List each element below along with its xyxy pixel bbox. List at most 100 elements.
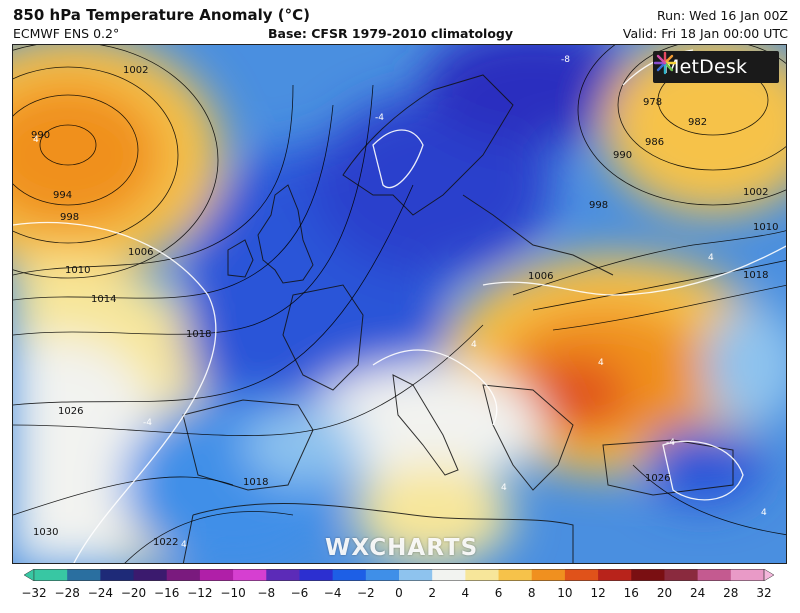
anomaly-map[interactable]: 1002 990 994 998 1006 1010 1014 1018 102… [12,44,787,564]
colorbar-tick-label: 16 [623,586,639,600]
contour-label: -8 [561,55,570,65]
colorbar-tick-label: 32 [756,586,772,600]
isobar-label: 1018 [743,270,768,281]
colorbar-tick-label: −10 [220,586,246,600]
contour-label: 4 [708,253,714,263]
colorbar-tick-label: 28 [723,586,739,600]
isobar-label: 1026 [645,473,670,484]
colorbar-tick-label: −12 [187,586,213,600]
colorbar-segment [564,569,599,581]
colorbar-min-arrow [24,569,35,581]
colorbar-bar [24,569,774,581]
colorbar-tick-label: −20 [120,586,147,600]
isobar-label: 1002 [743,187,768,198]
colorbar-segment [199,569,234,581]
colorbar-frame [33,569,765,581]
colorbar-segment [399,569,433,581]
colorbar-tick-label: −24 [87,586,114,600]
contour-label: 4 [33,135,39,145]
isobars [13,45,786,563]
colorbar-tick-label: 12 [590,586,606,600]
isobar-label: 990 [613,150,632,161]
contour-label: -4 [666,438,675,448]
coastlines [182,74,734,563]
isobar-label: 978 [643,97,662,108]
colorbar-segment [100,569,135,581]
isobar-label: 1014 [91,294,116,305]
contour-label: 4 [471,340,477,350]
isobar-label: 1022 [153,537,178,548]
colorbar-segment [299,569,334,581]
colorbar-tick-label: 2 [428,586,436,600]
colorbar-tick-label: 6 [494,586,503,600]
base-climatology-label: Base: CFSR 1979-2010 climatology [268,26,514,41]
colorbar-segment [697,569,732,581]
anomaly-field [13,45,786,563]
colorbar-tick-label: 24 [689,586,706,600]
isobar-label: 998 [589,200,608,211]
colorbar-tick-label: −8 [257,586,276,600]
contour-label: -4 [143,418,152,428]
colorbar: −32 −28 −24 −20 −16 −12 −10 −8 −6 −4 −2 0 2 4 6 8 10 12 16… [21,569,774,609]
isobar-label: 998 [60,212,79,223]
valid-time-label: Valid: Fri 18 Jan 00:00 UTC [622,26,788,41]
isobar-labels: 1002 990 994 998 1006 1010 1014 1018 102… [31,65,778,548]
anomaly-contour-labels: -8 -4 4 -4 4 4 4 -4 4 4 4 [33,55,767,550]
colorbar-tick-label: −28 [54,586,80,600]
metdesk-star-icon [653,51,677,75]
colorbar-segment [233,569,267,581]
colorbar-tick-label: 20 [656,586,673,600]
isobar-label: 1030 [33,527,58,538]
contour-label: 4 [501,483,507,493]
contour-label: 4 [181,540,187,550]
isobar-label: 1006 [128,247,153,258]
wxcharts-watermark: WXCHARTS [325,535,479,561]
isobar-label: 1018 [186,329,211,340]
colorbar-segment [365,569,400,581]
colorbar-segment [266,569,300,581]
colorbar-segment [67,569,101,581]
isobar-label: 982 [688,117,707,128]
metdesk-logo-text: MetDesk [663,56,748,78]
colorbar-tick-label: 10 [557,586,573,600]
colorbar-tick-label: −16 [154,586,180,600]
colorbar-segment [166,569,201,581]
colorbar-tick-label: −2 [356,586,375,600]
colorbar-segment [34,569,68,581]
isobar-label: 990 [31,130,50,141]
isobar-label: 1026 [58,406,83,417]
contour-label: -4 [375,113,384,123]
colorbar-tick-label: 4 [461,586,470,600]
chart-title: 850 hPa Temperature Anomaly (°C) [13,6,310,24]
isobar-label: 1010 [753,222,778,233]
isobar-label: 1006 [528,271,553,282]
colorbar-segment [332,569,367,581]
colorbar-segment [465,569,500,581]
colorbar-tick-label: 0 [395,586,403,600]
colorbar-segment [133,569,168,581]
map-canvas: 1002 990 994 998 1006 1010 1014 1018 102… [13,45,786,563]
anomaly-contours [13,49,786,563]
model-label: ECMWF ENS 0.2° [13,26,120,41]
colorbar-tick-label: 8 [527,586,536,600]
isobar-label: 994 [53,190,72,201]
isobar-label: 986 [645,137,664,148]
metdesk-logo: MetDesk [653,51,779,83]
isobar-label: 1002 [123,65,148,76]
colorbar-max-arrow [763,569,774,581]
colorbar-segment [664,569,699,581]
colorbar-tick-label: −32 [21,586,47,600]
colorbar-segment [498,569,533,581]
colorbar-tick-label: −4 [323,586,342,600]
isobar-label: 1018 [243,477,268,488]
colorbar-segment [598,569,632,581]
colorbar-segment [730,569,765,581]
isobar-label: 1010 [65,265,90,276]
contour-label: 4 [761,508,767,518]
colorbar-segment [531,569,566,581]
run-time-label: Run: Wed 16 Jan 00Z [657,8,788,23]
colorbar-tick-label: −6 [290,586,309,600]
colorbar-segment [631,569,665,581]
contour-label: 4 [598,358,604,368]
colorbar-segment [432,569,466,581]
